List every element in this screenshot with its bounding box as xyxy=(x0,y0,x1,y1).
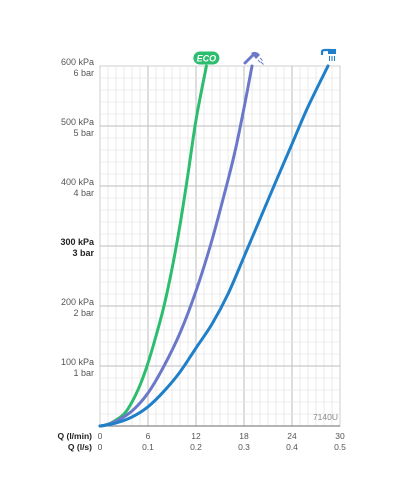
hand-shower-spray xyxy=(260,61,264,65)
hand-shower-spray xyxy=(257,59,261,63)
hand-shower-handle xyxy=(243,53,255,65)
x-tick-label-ls: 0 xyxy=(98,442,103,452)
y-tick-label-bar: 5 bar xyxy=(73,128,94,138)
x-axis-title-ls: Q (l/s) xyxy=(68,442,92,452)
y-tick-label-kpa: 600 kPa xyxy=(61,57,94,67)
y-tick-label-bar: 2 bar xyxy=(73,308,94,318)
series-icons: ECO xyxy=(193,48,336,65)
x-tick-label-lmin: 12 xyxy=(191,431,201,441)
x-tick-label-lmin: 6 xyxy=(146,431,151,441)
series-line-overhead-shower xyxy=(98,64,330,428)
eco-badge-background xyxy=(193,51,220,65)
x-tick-label-lmin: 0 xyxy=(98,431,103,441)
y-tick-label-bar: 3 bar xyxy=(72,248,94,258)
y-tick-label-bar: 1 bar xyxy=(73,368,94,378)
hand-shower-head xyxy=(251,51,260,59)
x-tick-label-ls: 0.2 xyxy=(190,442,202,452)
y-tick-label-bar: 6 bar xyxy=(73,68,94,78)
chart-series xyxy=(98,64,330,428)
series-line-hand-shower xyxy=(98,64,254,428)
y-tick-label-kpa: 400 kPa xyxy=(61,177,94,187)
x-tick-label-lmin: 18 xyxy=(239,431,249,441)
x-tick-label-lmin: 30 xyxy=(335,431,345,441)
x-tick-label-ls: 0.4 xyxy=(286,442,298,452)
x-axis-title-lmin: Q (l/min) xyxy=(58,431,93,441)
overhead-shower-icon xyxy=(320,48,336,61)
x-tick-label-lmin: 24 xyxy=(287,431,297,441)
overhead-shower-arm xyxy=(320,48,331,55)
eco-badge-label: ECO xyxy=(197,53,217,63)
x-axis-labels: Q (l/min) 0 6 12 18 24 30 Q (l/s) 0 0.1 0.2 0.3 0.4 0… xyxy=(58,431,347,452)
overhead-shower-head xyxy=(328,49,336,54)
x-tick-label-ls: 0.1 xyxy=(142,442,154,452)
y-tick-label-kpa: 300 kPa xyxy=(60,237,95,247)
chart-grid xyxy=(99,65,341,427)
y-tick-label-bar: 4 bar xyxy=(73,188,94,198)
hand-shower-icon xyxy=(243,51,264,65)
y-tick-label-kpa: 100 kPa xyxy=(61,357,94,367)
eco-badge-icon: ECO xyxy=(193,51,220,65)
model-code-annotation: 7140U xyxy=(313,412,338,422)
x-tick-label-ls: 0.5 xyxy=(334,442,346,452)
y-tick-label-kpa: 500 kPa xyxy=(61,117,94,127)
hand-shower-spray xyxy=(259,57,263,61)
y-tick-label-kpa: 200 kPa xyxy=(61,297,94,307)
x-tick-label-ls: 0.3 xyxy=(238,442,250,452)
